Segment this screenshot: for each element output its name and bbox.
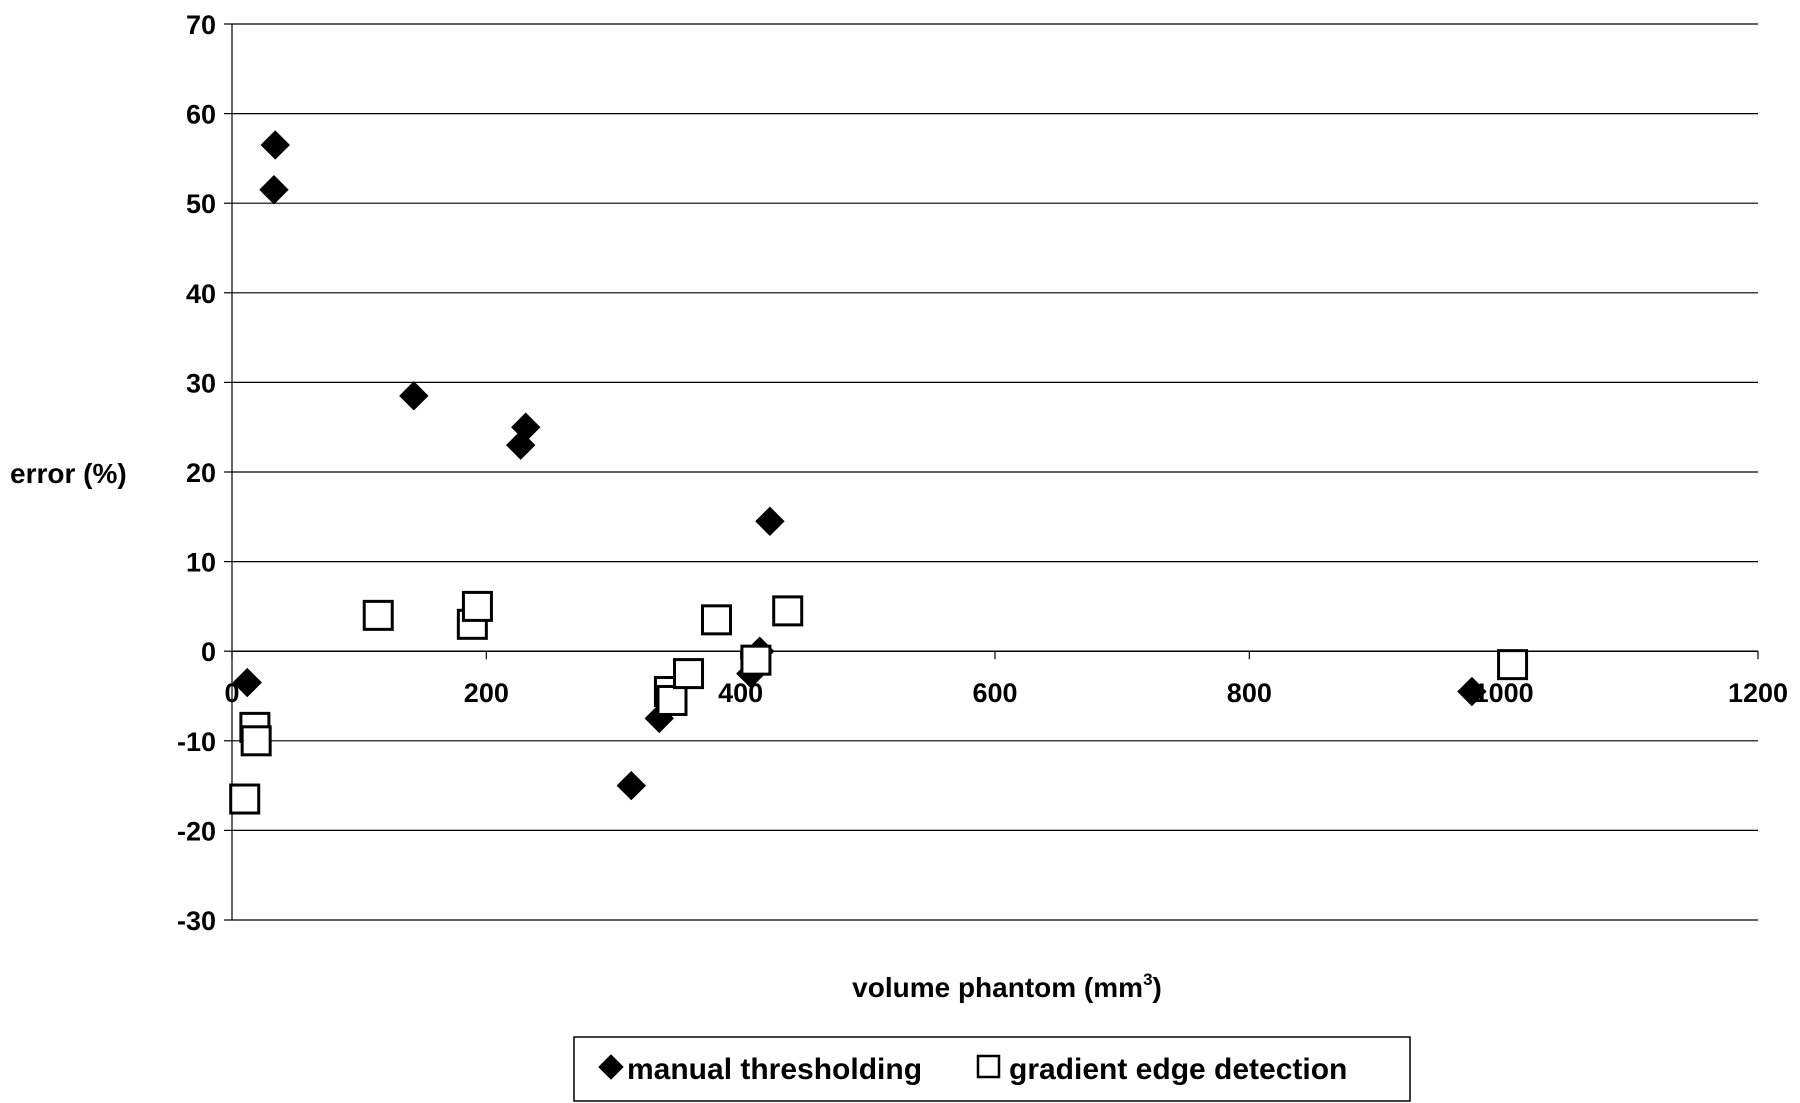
y-tick-label-50: 50 [186, 189, 216, 219]
legend-label-manual-thresholding: manual thresholding [627, 1053, 922, 1086]
point-gradient-edge-detection-10 [740, 644, 772, 676]
y-tick-label-20: 20 [186, 458, 216, 488]
y-tick-label-60: 60 [186, 100, 216, 130]
legend-label-gradient-edge-detection: gradient edge detection [1009, 1053, 1347, 1086]
point-gradient-edge-detection-12 [1497, 649, 1529, 681]
legend-square-marker-icon [976, 1054, 1001, 1079]
y-tick-label-0: 0 [201, 637, 216, 667]
point-gradient-edge-detection-8 [673, 658, 705, 690]
y-tick-label--10: -10 [177, 727, 216, 757]
y-axis-label: error (%) [10, 458, 127, 489]
data-points [229, 130, 1529, 815]
y-tick-label--20: -20 [177, 816, 216, 846]
point-gradient-edge-detection-11 [772, 595, 804, 627]
point-manual-thresholding-6 [616, 770, 647, 801]
gridlines [232, 23, 1758, 921]
y-tick-label-70: 70 [186, 10, 216, 40]
point-gradient-edge-detection-2 [240, 725, 272, 757]
x-tick-labels: 0 200 400 600 800 1000 1200 [224, 678, 1788, 708]
point-manual-thresholding-3 [399, 381, 429, 411]
point-manual-thresholding-2 [260, 130, 290, 160]
x-axis-label-superscript: 3 [1143, 970, 1152, 989]
x-axis-label-suffix: ) [1153, 972, 1162, 1003]
point-gradient-edge-detection-3 [362, 599, 394, 631]
point-gradient-edge-detection-0 [229, 783, 261, 815]
point-gradient-edge-detection-5 [461, 590, 493, 622]
point-gradient-edge-detection-9 [701, 604, 733, 636]
y-tick-label-40: 40 [186, 279, 216, 309]
x-tick-label-1200: 1200 [1728, 678, 1788, 708]
point-manual-thresholding-0 [232, 667, 262, 698]
point-manual-thresholding-10 [755, 506, 785, 536]
point-gradient-edge-detection-7 [656, 684, 688, 716]
point-manual-thresholding-11 [1457, 676, 1487, 707]
x-axis-label: volume phantom (mm3) [852, 970, 1162, 1003]
x-tick-label-600: 600 [972, 678, 1017, 708]
y-tick-label-10: 10 [186, 548, 216, 578]
x-axis-label-main: volume phantom (mm [852, 972, 1143, 1003]
y-tick-label-30: 30 [186, 368, 216, 398]
x-tick-label-800: 800 [1227, 678, 1272, 708]
point-manual-thresholding-1 [259, 175, 289, 205]
y-tick-labels: 70 60 50 40 30 20 10 0 -10 -20 -30 [177, 10, 216, 936]
x-tick-label-200: 200 [464, 678, 509, 708]
point-manual-thresholding-5 [511, 412, 541, 442]
legend: manual thresholding gradient edge detect… [573, 1036, 1411, 1102]
y-tick-label--30: -30 [177, 906, 216, 936]
